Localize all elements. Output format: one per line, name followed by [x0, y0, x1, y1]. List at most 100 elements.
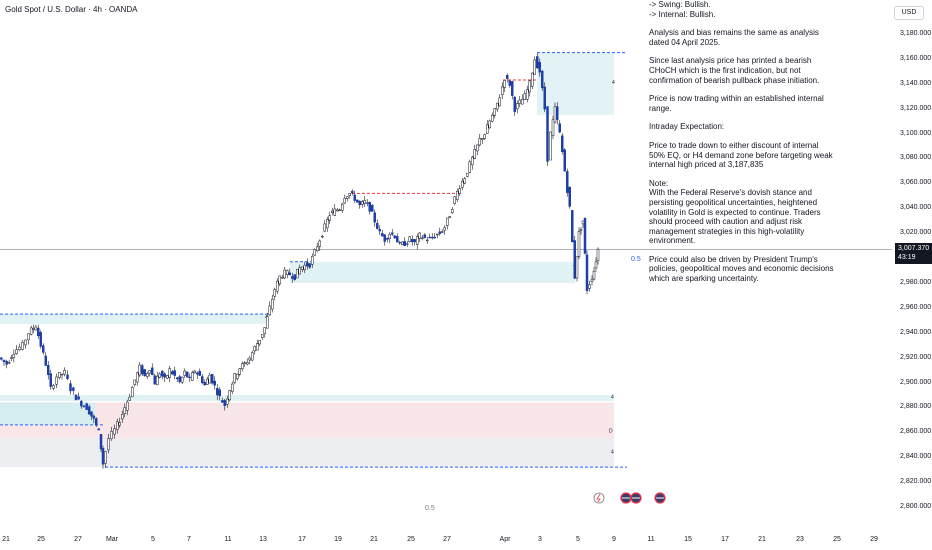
- candle: [321, 236, 324, 238]
- candle: [551, 119, 555, 136]
- candle: [104, 451, 107, 464]
- time-tick-label: 17: [721, 536, 729, 543]
- candle: [501, 86, 504, 96]
- candle: [7, 362, 11, 364]
- candle: [206, 378, 209, 385]
- candle: [493, 108, 496, 116]
- candle: [18, 346, 21, 351]
- time-tick-label: 25: [37, 536, 45, 543]
- candle: [468, 161, 471, 173]
- candle: [411, 239, 414, 243]
- candle: [431, 236, 434, 239]
- candle: [461, 180, 464, 188]
- candle: [49, 373, 52, 387]
- candle: [303, 264, 306, 270]
- price-tick-label: 2,880.000: [900, 403, 932, 411]
- candle: [52, 385, 55, 389]
- candle: [596, 248, 600, 261]
- premium-zone: [0, 402, 614, 439]
- candle: [126, 401, 129, 411]
- candle: [478, 138, 481, 146]
- candle: [55, 376, 58, 385]
- candle: [208, 374, 211, 384]
- candle: [166, 375, 169, 379]
- candle: [326, 219, 329, 229]
- candle: [186, 371, 189, 378]
- candle: [113, 428, 116, 435]
- candle: [136, 372, 139, 383]
- time-tick-label: 11: [647, 536, 655, 543]
- candle: [21, 341, 24, 350]
- candle: [331, 210, 334, 213]
- candle: [523, 93, 526, 100]
- candle: [348, 193, 351, 196]
- candle: [110, 431, 113, 440]
- demand-zone-mid: [290, 261, 575, 283]
- candle: [592, 270, 596, 280]
- candle: [581, 220, 585, 225]
- candle: [458, 188, 461, 194]
- note-paragraph: Price to trade down to either discount o…: [649, 140, 833, 170]
- time-tick-label: 17: [298, 536, 306, 543]
- time-tick-label: 3: [538, 536, 542, 543]
- candle: [366, 202, 369, 204]
- candle: [371, 205, 374, 212]
- discount-zone: [0, 438, 614, 468]
- price-tick-label: 3,020.000: [900, 229, 932, 237]
- time-tick-label: 25: [833, 536, 841, 543]
- candle: [583, 217, 587, 254]
- candle: [69, 383, 72, 392]
- candle: [158, 373, 161, 378]
- candle: [153, 375, 156, 385]
- candle: [85, 403, 88, 410]
- zone-label: 4: [611, 449, 614, 455]
- candle: [506, 74, 509, 79]
- candle: [288, 272, 291, 276]
- candle: [92, 415, 96, 419]
- candle: [181, 376, 184, 383]
- candle: [236, 373, 239, 380]
- candle: [156, 375, 159, 386]
- candle: [296, 269, 299, 279]
- candle: [163, 373, 166, 378]
- price-axis[interactable]: 2,800.000 2,820.000 2,840.000 2,860.000 2,88…: [892, 0, 932, 530]
- candle: [476, 144, 479, 152]
- candle: [107, 438, 110, 451]
- time-axis[interactable]: 21 25 27 Mar 5 7 11 13 17 19 21 25 27 Apr 3 5 9 11 15 17 21 2…: [0, 530, 892, 550]
- eq-half-label-bottom: 0.5: [425, 505, 435, 512]
- candle: [453, 196, 456, 204]
- price-tick-label: 3,100.000: [900, 129, 932, 137]
- note-paragraph: Price could also be driven by President …: [649, 254, 834, 284]
- candle: [216, 388, 219, 396]
- candle: [241, 363, 244, 370]
- candle: [408, 236, 411, 242]
- currency-selector[interactable]: USD: [894, 6, 924, 20]
- candle: [251, 352, 254, 361]
- candle: [491, 114, 494, 122]
- candle: [463, 178, 466, 184]
- price-tick-label: 2,860.000: [900, 428, 932, 436]
- candle: [386, 238, 389, 240]
- candle: [293, 274, 296, 281]
- time-tick-label: 23: [796, 536, 804, 543]
- candle: [571, 210, 574, 243]
- candle: [526, 89, 529, 100]
- time-tick-label: 9: [612, 536, 616, 543]
- candle: [116, 421, 119, 430]
- time-tick-label: 27: [74, 536, 82, 543]
- candle: [60, 373, 64, 376]
- candle: [263, 327, 266, 334]
- price-chart[interactable]: 444D44: [0, 0, 892, 530]
- demand-zone-low: [0, 402, 95, 425]
- candle: [87, 406, 91, 415]
- candle: [37, 327, 40, 337]
- zone-label: D: [609, 428, 613, 434]
- candle: [203, 382, 206, 386]
- candle: [590, 278, 594, 282]
- analysis-notes: -> Swing: Bullish. -> Internal: Bullish.…: [649, 0, 834, 293]
- candle: [533, 59, 536, 75]
- candle: [546, 106, 549, 162]
- candle: [311, 256, 314, 265]
- price-tick-label: 2,980.000: [900, 278, 932, 286]
- note-paragraph: Intraday Expectation:: [649, 122, 725, 132]
